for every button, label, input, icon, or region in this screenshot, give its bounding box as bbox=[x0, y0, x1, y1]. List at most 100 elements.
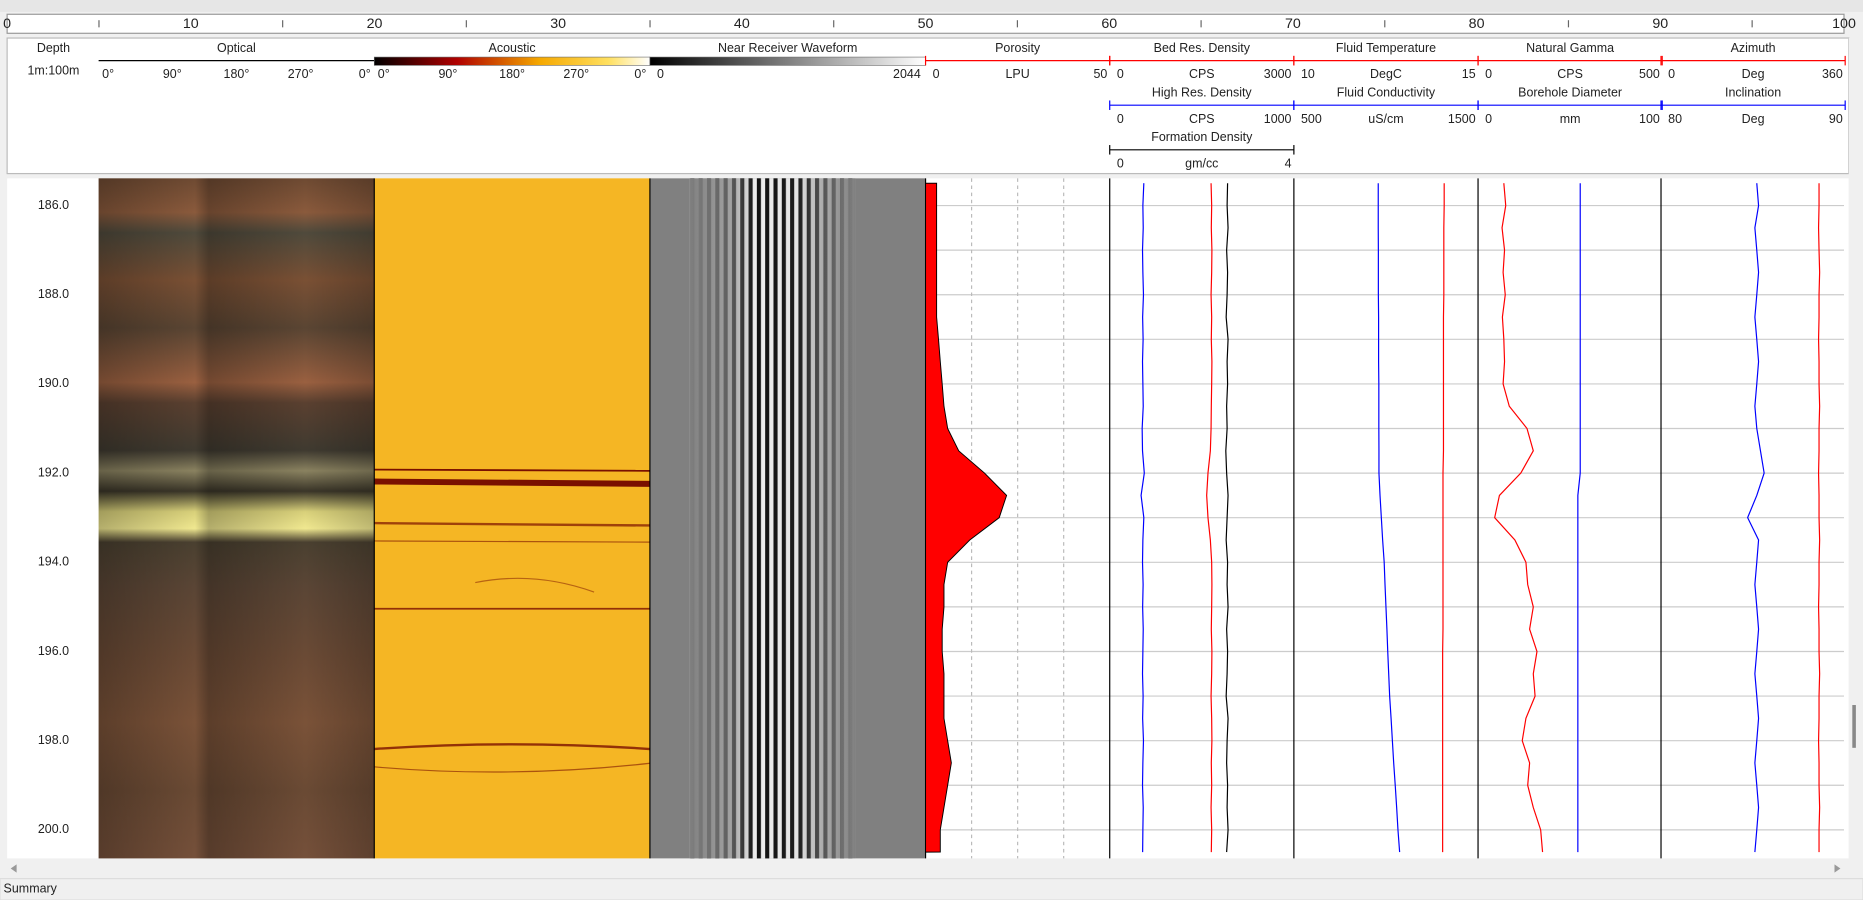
scale-label: 90° bbox=[439, 67, 458, 81]
status-text: Summary bbox=[4, 882, 58, 896]
acoustic-features bbox=[374, 468, 650, 773]
curve-min: 80 bbox=[1668, 112, 1682, 126]
depth-label: 188.0 bbox=[38, 287, 69, 301]
scale-label: 270° bbox=[288, 67, 314, 81]
curve-line bbox=[1442, 183, 1445, 853]
color-bar bbox=[649, 56, 926, 66]
curve-unit: CPS bbox=[1189, 67, 1215, 81]
top-bar bbox=[0, 0, 1863, 12]
curve-unit: Deg bbox=[1742, 67, 1765, 81]
track-title: Near Receiver Waveform bbox=[718, 41, 857, 55]
scale-max: 2044 bbox=[893, 67, 921, 81]
curve-name: Azimuth bbox=[1731, 41, 1776, 55]
curve-max: 100 bbox=[1639, 112, 1660, 126]
waveform-fade bbox=[689, 178, 856, 859]
ruler-label: 20 bbox=[367, 16, 383, 32]
curve-unit: CPS bbox=[1189, 112, 1215, 126]
depth-label: 196.0 bbox=[38, 644, 69, 658]
acoustic-image bbox=[374, 178, 650, 859]
curve-unit: mm bbox=[1560, 112, 1581, 126]
curve-max: 360 bbox=[1822, 67, 1843, 81]
acoustic-band bbox=[374, 478, 650, 487]
curve-line bbox=[1494, 183, 1544, 853]
scroll-thumb[interactable] bbox=[1852, 705, 1856, 748]
depth-label: 200.0 bbox=[38, 822, 69, 836]
color-bar bbox=[373, 56, 651, 66]
curve-name: Borehole Diameter bbox=[1518, 86, 1622, 100]
ruler-label: 40 bbox=[734, 16, 750, 32]
h-scrollbar[interactable] bbox=[7, 860, 1849, 877]
curve-min: 0 bbox=[1485, 67, 1492, 81]
scale-label: 180° bbox=[224, 67, 250, 81]
curve-name: Porosity bbox=[995, 41, 1041, 55]
ruler-label: 30 bbox=[550, 16, 566, 32]
curve-max: 1000 bbox=[1264, 112, 1292, 126]
acoustic-sine bbox=[374, 762, 650, 773]
curve-line bbox=[1577, 183, 1581, 853]
depth-label: 192.0 bbox=[38, 465, 69, 479]
ruler-label: 100 bbox=[1832, 16, 1856, 32]
ruler-label: 10 bbox=[183, 16, 199, 32]
curve-max: 50 bbox=[1093, 67, 1107, 81]
scale-label: 0° bbox=[634, 67, 646, 81]
depth-label: 190.0 bbox=[38, 376, 69, 390]
curve-line bbox=[1206, 183, 1213, 853]
curve-unit: DegC bbox=[1370, 67, 1402, 81]
curve-fill bbox=[925, 182, 1008, 853]
track-title: Optical bbox=[217, 41, 256, 55]
curve-max: 1500 bbox=[1448, 112, 1476, 126]
ruler-label: 90 bbox=[1652, 16, 1668, 32]
scale-label: 0° bbox=[378, 67, 390, 81]
curve-max: 500 bbox=[1639, 67, 1660, 81]
depth-scale: 1m:100m bbox=[27, 64, 79, 78]
optical-shading bbox=[98, 178, 375, 859]
depth-label: 198.0 bbox=[38, 733, 69, 747]
curve-line bbox=[1746, 183, 1765, 853]
scroll-left[interactable] bbox=[10, 864, 17, 873]
curve-min: 0 bbox=[1668, 67, 1675, 81]
curve-unit: Deg bbox=[1742, 112, 1765, 126]
curve-max: 4 bbox=[1285, 156, 1292, 170]
curve-line bbox=[1225, 183, 1229, 853]
ruler-label: 60 bbox=[1101, 16, 1117, 32]
curve-unit: uS/cm bbox=[1368, 112, 1403, 126]
curve-min: 0 bbox=[1117, 156, 1124, 170]
ruler-label: 50 bbox=[918, 16, 934, 32]
ruler-label: 70 bbox=[1285, 16, 1301, 32]
acoustic-band bbox=[374, 521, 650, 527]
scale-label: 0° bbox=[359, 67, 371, 81]
acoustic-band bbox=[374, 540, 650, 543]
curve-line bbox=[1140, 183, 1145, 853]
curve-min: 10 bbox=[1301, 67, 1315, 81]
curve-unit: gm/cc bbox=[1185, 156, 1218, 170]
curve-name: Fluid Temperature bbox=[1336, 41, 1436, 55]
v-scrollbar[interactable] bbox=[1848, 38, 1863, 859]
curve-name: Natural Gamma bbox=[1526, 41, 1614, 55]
curve-line bbox=[1817, 183, 1821, 853]
depth-label: 194.0 bbox=[38, 555, 69, 569]
curve-min: 0 bbox=[1485, 112, 1492, 126]
curve-line bbox=[1377, 183, 1401, 853]
curve-min: 0 bbox=[933, 67, 940, 81]
scale-label: 180° bbox=[499, 67, 525, 81]
ruler-label: 0 bbox=[3, 16, 11, 32]
status-bar bbox=[0, 878, 1863, 900]
curve-max: 3000 bbox=[1264, 67, 1292, 81]
curve-name: Inclination bbox=[1725, 86, 1781, 100]
curve-min: 500 bbox=[1301, 112, 1322, 126]
track-title: Acoustic bbox=[489, 41, 536, 55]
ruler bbox=[6, 13, 1845, 34]
curve-max: 15 bbox=[1462, 67, 1476, 81]
curve-unit: LPU bbox=[1006, 67, 1030, 81]
curve-name: High Res. Density bbox=[1152, 86, 1253, 100]
depth-label: 186.0 bbox=[38, 198, 69, 212]
scale-label: 270° bbox=[563, 67, 589, 81]
curve-min: 0 bbox=[1117, 67, 1124, 81]
curve-min: 0 bbox=[1117, 112, 1124, 126]
curve-name: Formation Density bbox=[1151, 130, 1253, 144]
scale-label: 90° bbox=[163, 67, 182, 81]
scale-min: 0 bbox=[657, 67, 664, 81]
scroll-right[interactable] bbox=[1834, 864, 1841, 873]
